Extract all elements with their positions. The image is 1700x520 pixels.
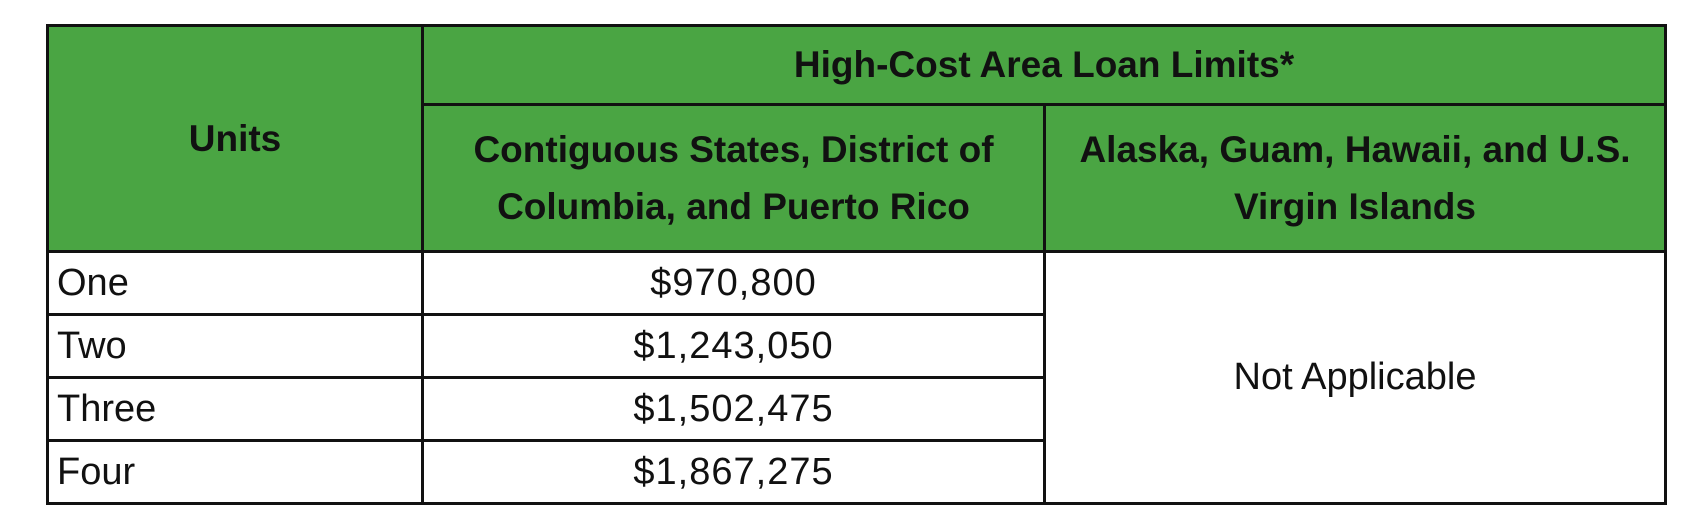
header-row: Units High-Cost Area Loan Limits*	[46, 24, 1668, 253]
units-header: Units	[46, 24, 424, 253]
data-row: Two $1,243,050	[46, 313, 1666, 379]
data-row: Four $1,867,275	[46, 439, 1666, 505]
merged-cell: Not Applicable	[1042, 250, 1668, 505]
data-row: One $970,800 Not Applicable	[46, 250, 1668, 505]
header-row: Contiguous States, District of Columbia,…	[48, 103, 1668, 253]
amount-cell: $1,867,275	[421, 439, 1046, 505]
units-cell: One	[46, 250, 424, 316]
units-cell: Three	[46, 376, 424, 442]
units-cell: Four	[46, 439, 424, 505]
data-row: Three $1,502,475	[46, 376, 1666, 442]
units-cell: Two	[46, 313, 424, 379]
column-header: Alaska, Guam, Hawaii, and U.S. Virgin Is…	[1042, 103, 1668, 253]
column-header: Contiguous States, District of Columbia,…	[421, 103, 1046, 253]
amount-cell: $1,502,475	[421, 376, 1046, 442]
group-header: High-Cost Area Loan Limits*	[420, 24, 1668, 106]
amount-cell: $1,243,050	[421, 313, 1046, 379]
loan-limits-table: Units High-Cost Area Loan Limits* Contig…	[46, 24, 1668, 505]
amount-cell: $970,800	[421, 250, 1046, 316]
